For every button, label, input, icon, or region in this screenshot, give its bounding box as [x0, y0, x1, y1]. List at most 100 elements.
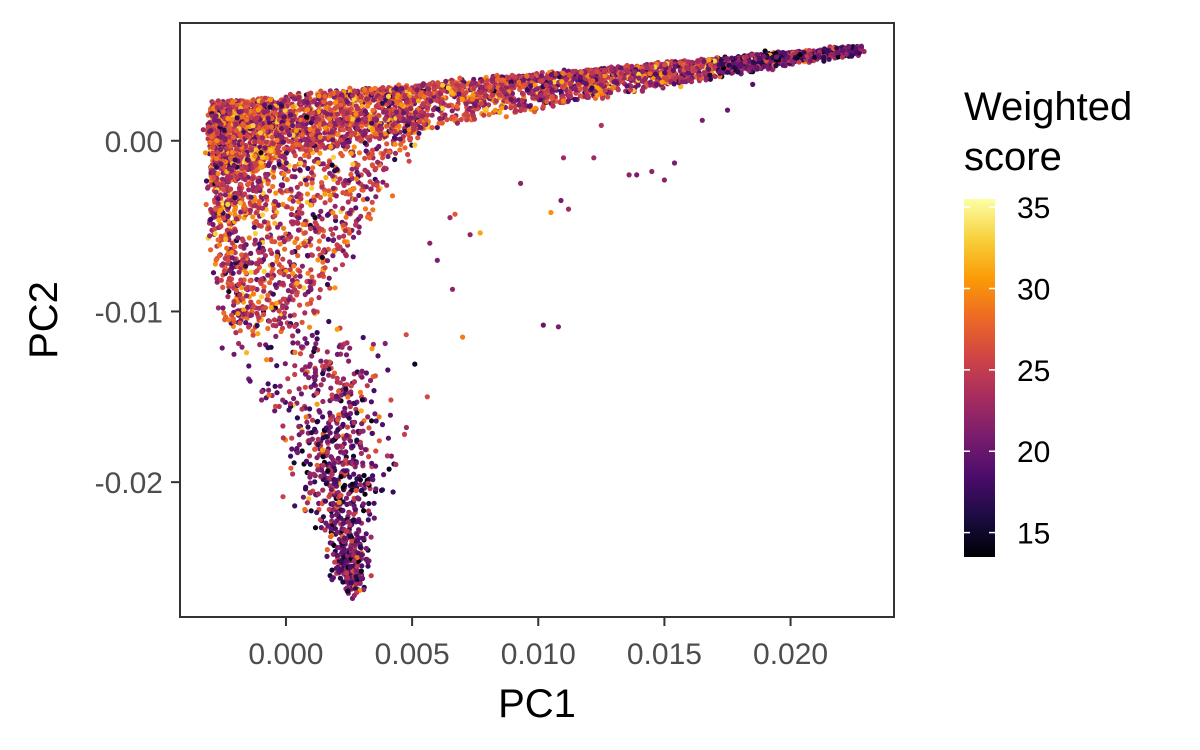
data-point	[493, 98, 499, 104]
data-point	[414, 87, 420, 93]
data-point	[762, 48, 768, 54]
data-point	[486, 112, 492, 118]
data-point	[400, 110, 407, 116]
data-point	[310, 116, 316, 122]
data-point	[372, 85, 378, 91]
data-point	[279, 103, 285, 109]
data-point	[356, 192, 362, 199]
data-point	[445, 85, 451, 91]
data-point	[628, 87, 634, 93]
data-point	[267, 280, 273, 286]
data-point	[545, 87, 551, 93]
data-point	[290, 104, 296, 110]
data-point	[652, 71, 659, 77]
data-point	[293, 128, 299, 134]
data-point	[492, 107, 498, 113]
data-point	[332, 266, 339, 272]
data-point	[548, 72, 555, 78]
data-point	[427, 81, 433, 87]
data-point	[481, 112, 487, 118]
data-point	[367, 137, 373, 143]
data-point	[253, 210, 259, 216]
data-point	[469, 96, 475, 102]
data-point	[248, 269, 254, 275]
data-point	[272, 239, 278, 245]
data-point	[330, 237, 336, 244]
data-point	[310, 165, 316, 171]
data-point	[761, 64, 767, 70]
data-point	[567, 89, 573, 95]
data-point	[302, 152, 308, 158]
data-point	[806, 47, 812, 54]
data-point	[706, 57, 712, 63]
data-point	[315, 246, 321, 252]
data-point	[362, 155, 368, 161]
data-point	[253, 168, 259, 174]
data-point	[735, 69, 741, 75]
data-point	[309, 252, 315, 258]
data-point	[370, 107, 376, 113]
data-point	[362, 167, 368, 173]
data-point	[437, 116, 443, 122]
data-point	[350, 254, 356, 260]
data-point	[590, 78, 596, 84]
data-point	[271, 165, 277, 171]
data-point	[512, 74, 518, 80]
data-point	[243, 108, 249, 114]
data-point	[348, 132, 354, 138]
data-point	[216, 242, 223, 248]
data-points	[200, 43, 867, 602]
data-point	[456, 91, 462, 97]
data-point	[452, 114, 458, 120]
data-point	[266, 318, 273, 324]
data-point	[220, 305, 226, 311]
data-point	[499, 86, 505, 92]
data-point	[268, 148, 274, 154]
data-point	[297, 302, 303, 308]
data-point	[789, 58, 795, 64]
data-point	[540, 103, 546, 109]
data-point	[365, 214, 371, 220]
data-point	[314, 101, 320, 107]
data-point	[773, 54, 780, 60]
data-point	[385, 93, 392, 99]
data-point	[404, 99, 410, 105]
data-point	[364, 96, 370, 102]
data-point	[524, 87, 530, 93]
data-point	[454, 82, 460, 88]
data-point	[494, 72, 500, 78]
data-point	[429, 125, 435, 131]
data-point	[770, 54, 776, 61]
data-point	[642, 76, 648, 82]
data-point	[624, 83, 630, 89]
data-point	[550, 103, 556, 109]
data-point	[281, 171, 287, 177]
data-point	[647, 80, 653, 86]
data-point	[602, 88, 608, 94]
data-point	[212, 231, 218, 237]
data-point	[392, 141, 398, 147]
data-point	[496, 92, 503, 98]
data-point	[353, 111, 359, 117]
data-point	[243, 252, 249, 258]
data-point	[519, 106, 525, 112]
data-point	[454, 103, 460, 109]
data-point	[516, 102, 522, 108]
data-point	[266, 162, 272, 168]
data-point	[230, 99, 236, 105]
data-point	[426, 86, 432, 92]
data-point	[848, 53, 854, 59]
data-point	[443, 78, 449, 84]
data-point	[275, 224, 281, 230]
data-point	[539, 77, 546, 84]
data-point	[256, 315, 262, 321]
data-point	[731, 65, 737, 71]
data-point	[270, 291, 276, 297]
data-point	[497, 109, 503, 116]
data-point	[415, 98, 422, 104]
data-point	[577, 86, 584, 92]
data-point	[247, 207, 253, 213]
data-point	[644, 65, 650, 71]
data-point	[662, 62, 668, 68]
data-point	[305, 270, 311, 276]
